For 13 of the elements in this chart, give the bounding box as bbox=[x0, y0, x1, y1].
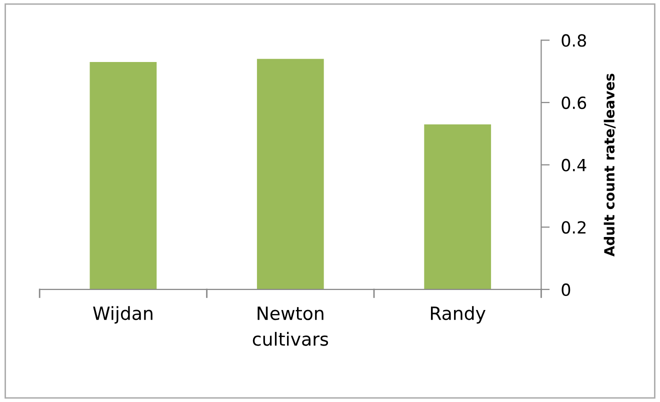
x-axis-title: cultivars bbox=[252, 332, 328, 346]
x-tick-label: Randy bbox=[430, 306, 486, 324]
x-tick-label: Newton bbox=[258, 306, 324, 320]
y-tick-label: 0 bbox=[562, 283, 570, 296]
y-tick-label: 0.8 bbox=[562, 34, 586, 47]
y-axis-title: Adult count rate/leaves bbox=[604, 74, 616, 256]
bar bbox=[90, 62, 157, 290]
bar bbox=[424, 124, 492, 290]
x-tick-label: Wijdan bbox=[93, 306, 152, 324]
y-tick-label: 0.2 bbox=[562, 221, 586, 234]
y-tick-label: 0.4 bbox=[562, 158, 586, 172]
bar bbox=[256, 58, 324, 290]
y-tick-label: 0.6 bbox=[562, 96, 586, 110]
